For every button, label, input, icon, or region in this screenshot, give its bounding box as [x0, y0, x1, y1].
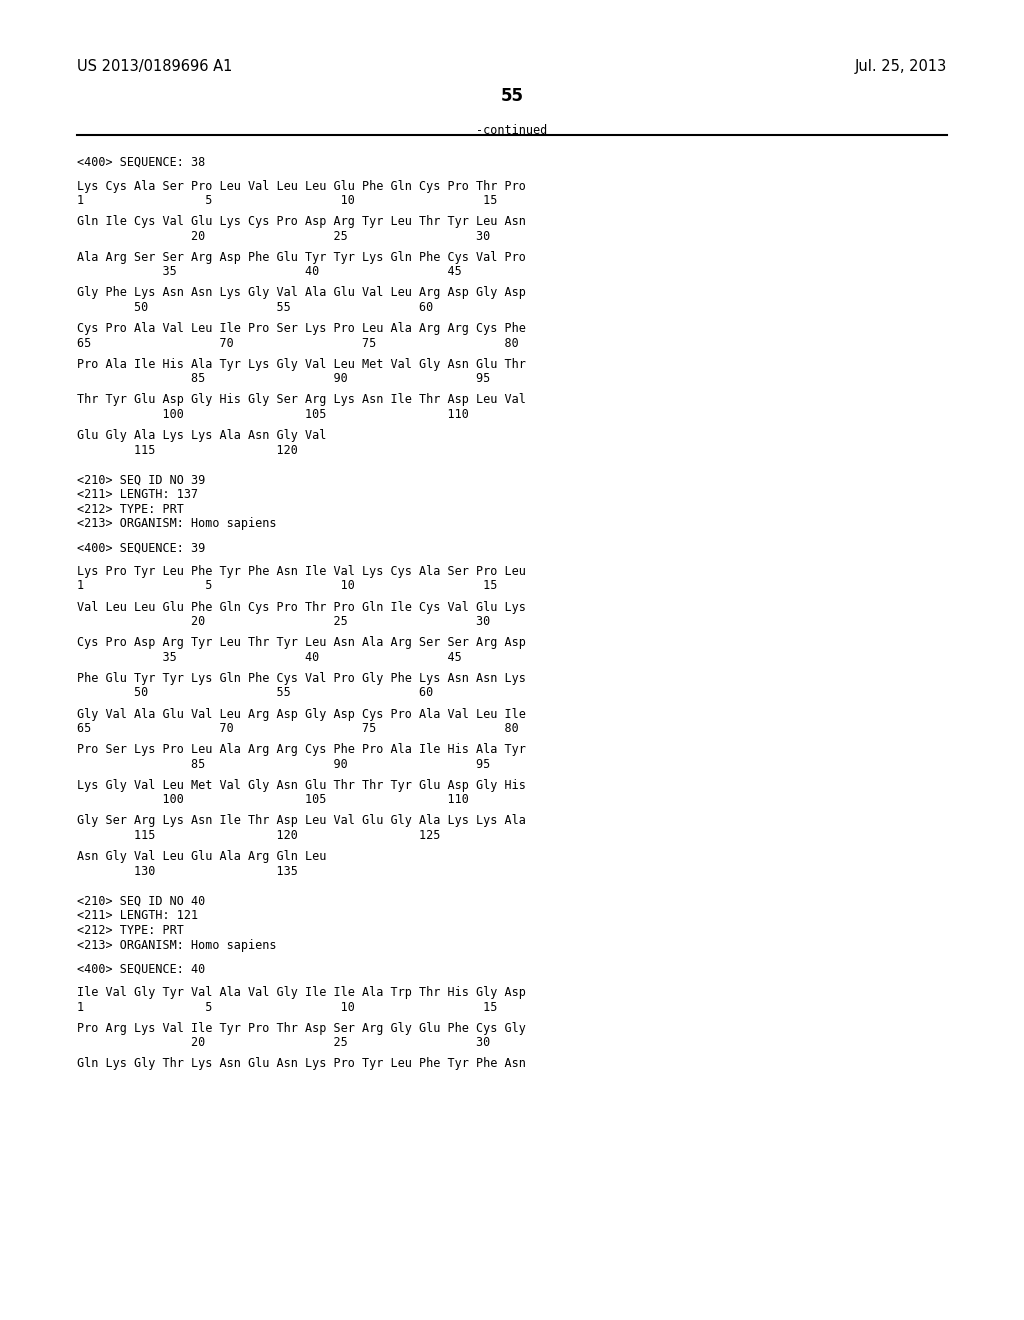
Text: 20                  25                  30: 20 25 30 [77, 230, 490, 243]
Text: Gly Ser Arg Lys Asn Ile Thr Asp Leu Val Glu Gly Ala Lys Lys Ala: Gly Ser Arg Lys Asn Ile Thr Asp Leu Val … [77, 814, 525, 828]
Text: Glu Gly Ala Lys Lys Ala Asn Gly Val: Glu Gly Ala Lys Lys Ala Asn Gly Val [77, 429, 327, 442]
Text: Cys Pro Asp Arg Tyr Leu Thr Tyr Leu Asn Ala Arg Ser Ser Arg Asp: Cys Pro Asp Arg Tyr Leu Thr Tyr Leu Asn … [77, 636, 525, 649]
Text: Asn Gly Val Leu Glu Ala Arg Gln Leu: Asn Gly Val Leu Glu Ala Arg Gln Leu [77, 850, 327, 863]
Text: Pro Arg Lys Val Ile Tyr Pro Thr Asp Ser Arg Gly Glu Phe Cys Gly: Pro Arg Lys Val Ile Tyr Pro Thr Asp Ser … [77, 1022, 525, 1035]
Text: <213> ORGANISM: Homo sapiens: <213> ORGANISM: Homo sapiens [77, 517, 276, 531]
Text: 1                 5                  10                  15: 1 5 10 15 [77, 1001, 498, 1014]
Text: 35                  40                  45: 35 40 45 [77, 651, 462, 664]
Text: Ala Arg Ser Ser Arg Asp Phe Glu Tyr Tyr Lys Gln Phe Cys Val Pro: Ala Arg Ser Ser Arg Asp Phe Glu Tyr Tyr … [77, 251, 525, 264]
Text: <212> TYPE: PRT: <212> TYPE: PRT [77, 503, 183, 516]
Text: Gly Val Ala Glu Val Leu Arg Asp Gly Asp Cys Pro Ala Val Leu Ile: Gly Val Ala Glu Val Leu Arg Asp Gly Asp … [77, 708, 525, 721]
Text: <211> LENGTH: 137: <211> LENGTH: 137 [77, 488, 198, 502]
Text: 115                 120: 115 120 [77, 444, 298, 457]
Text: Pro Ser Lys Pro Leu Ala Arg Arg Cys Phe Pro Ala Ile His Ala Tyr: Pro Ser Lys Pro Leu Ala Arg Arg Cys Phe … [77, 743, 525, 756]
Text: <400> SEQUENCE: 39: <400> SEQUENCE: 39 [77, 541, 205, 554]
Text: <211> LENGTH: 121: <211> LENGTH: 121 [77, 909, 198, 923]
Text: 50                  55                  60: 50 55 60 [77, 686, 433, 700]
Text: Pro Ala Ile His Ala Tyr Lys Gly Val Leu Met Val Gly Asn Glu Thr: Pro Ala Ile His Ala Tyr Lys Gly Val Leu … [77, 358, 525, 371]
Text: Lys Cys Ala Ser Pro Leu Val Leu Leu Glu Phe Gln Cys Pro Thr Pro: Lys Cys Ala Ser Pro Leu Val Leu Leu Glu … [77, 180, 525, 193]
Text: 35                  40                  45: 35 40 45 [77, 265, 462, 279]
Text: <400> SEQUENCE: 38: <400> SEQUENCE: 38 [77, 156, 205, 169]
Text: Cys Pro Ala Val Leu Ile Pro Ser Lys Pro Leu Ala Arg Arg Cys Phe: Cys Pro Ala Val Leu Ile Pro Ser Lys Pro … [77, 322, 525, 335]
Text: 20                  25                  30: 20 25 30 [77, 1036, 490, 1049]
Text: Ile Val Gly Tyr Val Ala Val Gly Ile Ile Ala Trp Thr His Gly Asp: Ile Val Gly Tyr Val Ala Val Gly Ile Ile … [77, 986, 525, 999]
Text: 65                  70                  75                  80: 65 70 75 80 [77, 722, 518, 735]
Text: 85                  90                  95: 85 90 95 [77, 758, 490, 771]
Text: 50                  55                  60: 50 55 60 [77, 301, 433, 314]
Text: US 2013/0189696 A1: US 2013/0189696 A1 [77, 58, 232, 74]
Text: Gln Ile Cys Val Glu Lys Cys Pro Asp Arg Tyr Leu Thr Tyr Leu Asn: Gln Ile Cys Val Glu Lys Cys Pro Asp Arg … [77, 215, 525, 228]
Text: -continued: -continued [476, 124, 548, 137]
Text: <210> SEQ ID NO 40: <210> SEQ ID NO 40 [77, 895, 205, 908]
Text: 20                  25                  30: 20 25 30 [77, 615, 490, 628]
Text: 100                 105                 110: 100 105 110 [77, 408, 469, 421]
Text: Lys Gly Val Leu Met Val Gly Asn Glu Thr Thr Tyr Glu Asp Gly His: Lys Gly Val Leu Met Val Gly Asn Glu Thr … [77, 779, 525, 792]
Text: <213> ORGANISM: Homo sapiens: <213> ORGANISM: Homo sapiens [77, 939, 276, 952]
Text: <212> TYPE: PRT: <212> TYPE: PRT [77, 924, 183, 937]
Text: Val Leu Leu Glu Phe Gln Cys Pro Thr Pro Gln Ile Cys Val Glu Lys: Val Leu Leu Glu Phe Gln Cys Pro Thr Pro … [77, 601, 525, 614]
Text: Thr Tyr Glu Asp Gly His Gly Ser Arg Lys Asn Ile Thr Asp Leu Val: Thr Tyr Glu Asp Gly His Gly Ser Arg Lys … [77, 393, 525, 407]
Text: Gln Lys Gly Thr Lys Asn Glu Asn Lys Pro Tyr Leu Phe Tyr Phe Asn: Gln Lys Gly Thr Lys Asn Glu Asn Lys Pro … [77, 1057, 525, 1071]
Text: Lys Pro Tyr Leu Phe Tyr Phe Asn Ile Val Lys Cys Ala Ser Pro Leu: Lys Pro Tyr Leu Phe Tyr Phe Asn Ile Val … [77, 565, 525, 578]
Text: Jul. 25, 2013: Jul. 25, 2013 [855, 58, 947, 74]
Text: 130                 135: 130 135 [77, 865, 298, 878]
Text: 100                 105                 110: 100 105 110 [77, 793, 469, 807]
Text: 65                  70                  75                  80: 65 70 75 80 [77, 337, 518, 350]
Text: <400> SEQUENCE: 40: <400> SEQUENCE: 40 [77, 962, 205, 975]
Text: 55: 55 [501, 87, 523, 106]
Text: 1                 5                  10                  15: 1 5 10 15 [77, 579, 498, 593]
Text: Phe Glu Tyr Tyr Lys Gln Phe Cys Val Pro Gly Phe Lys Asn Asn Lys: Phe Glu Tyr Tyr Lys Gln Phe Cys Val Pro … [77, 672, 525, 685]
Text: 1                 5                  10                  15: 1 5 10 15 [77, 194, 498, 207]
Text: <210> SEQ ID NO 39: <210> SEQ ID NO 39 [77, 474, 205, 487]
Text: Gly Phe Lys Asn Asn Lys Gly Val Ala Glu Val Leu Arg Asp Gly Asp: Gly Phe Lys Asn Asn Lys Gly Val Ala Glu … [77, 286, 525, 300]
Text: 85                  90                  95: 85 90 95 [77, 372, 490, 385]
Text: 115                 120                 125: 115 120 125 [77, 829, 440, 842]
